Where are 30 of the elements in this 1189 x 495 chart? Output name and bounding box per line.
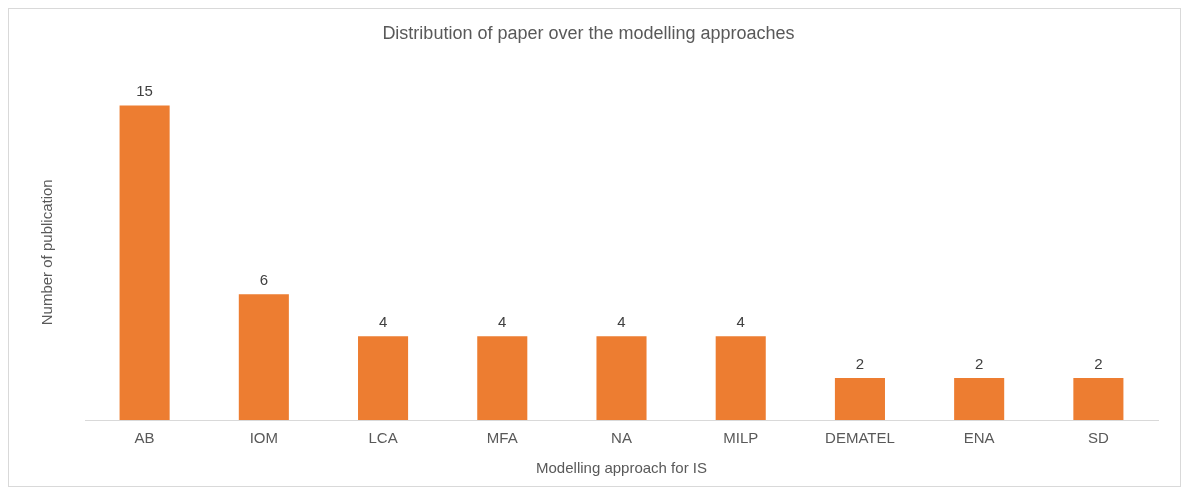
- data-label: 2: [974, 354, 984, 372]
- x-tick-label: ENA: [963, 429, 995, 447]
- data-label: 2: [1094, 354, 1103, 372]
- bar: [477, 336, 528, 420]
- bar: [1073, 378, 1124, 420]
- y-axis-title: Number of publication: [38, 179, 56, 326]
- x-tick-label: MFA: [486, 429, 518, 447]
- x-tick-label: MILP: [723, 429, 759, 447]
- x-axis-title: Modelling approach for IS: [536, 459, 707, 477]
- x-tick-label: AB: [134, 429, 155, 447]
- bar: [358, 336, 409, 420]
- bar: [596, 336, 647, 420]
- x-tick-label: LCA: [368, 429, 398, 447]
- data-label: 4: [617, 312, 626, 330]
- data-label: 6: [259, 270, 269, 288]
- x-tick-label: IOM: [249, 429, 279, 447]
- bar: [119, 105, 170, 420]
- x-tick-label: DEMATEL: [825, 429, 895, 447]
- data-label: 15: [136, 82, 153, 100]
- data-label: 4: [378, 312, 388, 330]
- bar: [954, 378, 1005, 420]
- bar: [715, 336, 766, 420]
- data-label: 2: [855, 354, 865, 372]
- chart-title: Distribution of paper over the modelling approaches: [382, 22, 795, 43]
- bar: [238, 294, 289, 420]
- x-tick-label: SD: [1087, 429, 1109, 447]
- x-tick-label: NA: [611, 429, 632, 447]
- data-label: 4: [736, 312, 745, 330]
- bar: [834, 378, 885, 420]
- data-label: 4: [498, 312, 507, 330]
